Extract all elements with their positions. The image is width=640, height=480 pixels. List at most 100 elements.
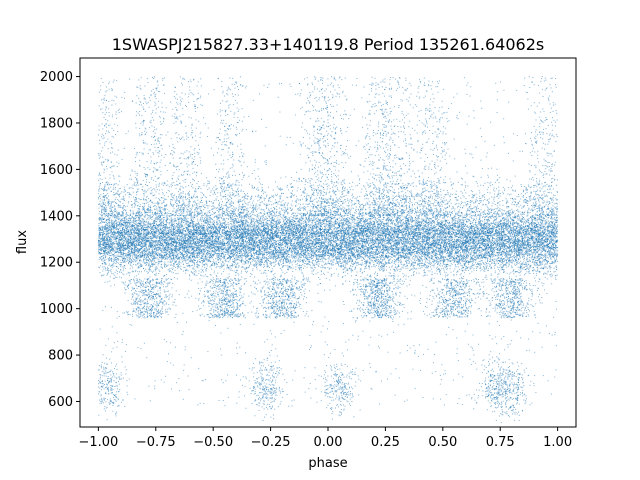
scatter-point xyxy=(331,376,332,377)
scatter-point xyxy=(511,204,512,205)
scatter-point xyxy=(373,199,374,200)
scatter-point xyxy=(341,389,342,390)
scatter-point xyxy=(167,285,168,286)
scatter-point xyxy=(222,201,223,202)
scatter-point xyxy=(266,196,267,197)
scatter-point xyxy=(379,304,380,305)
scatter-point xyxy=(405,140,406,141)
scatter-point xyxy=(209,259,210,260)
scatter-point xyxy=(139,104,140,105)
scatter-point xyxy=(150,187,151,188)
scatter-point xyxy=(118,110,119,111)
scatter-point xyxy=(438,136,439,137)
scatter-point xyxy=(137,315,138,316)
scatter-point xyxy=(261,377,262,378)
scatter-point xyxy=(215,305,216,306)
scatter-point xyxy=(407,183,408,184)
scatter-point xyxy=(184,158,185,159)
scatter-point xyxy=(438,281,439,282)
scatter-point xyxy=(161,197,162,198)
scatter-point xyxy=(132,304,133,305)
scatter-point xyxy=(352,374,353,375)
scatter-point xyxy=(298,199,299,200)
scatter-point xyxy=(231,295,232,296)
scatter-point xyxy=(501,216,502,217)
scatter-point xyxy=(489,266,490,267)
scatter-point xyxy=(175,218,176,219)
scatter-point xyxy=(413,186,414,187)
scatter-point xyxy=(307,279,308,280)
scatter-point xyxy=(143,285,144,286)
scatter-point xyxy=(290,305,291,306)
scatter-point xyxy=(465,153,466,154)
scatter-point xyxy=(313,265,314,266)
scatter-point xyxy=(500,260,501,261)
scatter-point xyxy=(252,246,253,247)
scatter-point xyxy=(531,144,532,145)
scatter-point xyxy=(497,392,498,393)
scatter-point xyxy=(256,211,257,212)
scatter-point xyxy=(312,105,313,106)
scatter-point xyxy=(301,272,302,273)
scatter-point xyxy=(264,307,265,308)
scatter-point xyxy=(318,150,319,151)
scatter-point xyxy=(123,212,124,213)
scatter-point xyxy=(141,115,142,116)
scatter-point xyxy=(275,382,276,383)
scatter-point xyxy=(378,317,379,318)
scatter-point xyxy=(488,208,489,209)
scatter-point xyxy=(554,251,555,252)
scatter-point xyxy=(164,210,165,211)
scatter-point xyxy=(143,103,144,104)
scatter-point xyxy=(129,281,130,282)
scatter-point xyxy=(273,365,274,366)
scatter-point xyxy=(333,237,334,238)
scatter-point xyxy=(420,81,421,82)
scatter-point xyxy=(113,250,114,251)
scatter-point xyxy=(407,400,408,401)
scatter-point xyxy=(447,212,448,213)
scatter-point xyxy=(174,215,175,216)
scatter-point xyxy=(135,270,136,271)
scatter-point xyxy=(146,225,147,226)
scatter-point xyxy=(439,133,440,134)
scatter-point xyxy=(386,211,387,212)
scatter-point xyxy=(215,306,216,307)
scatter-point xyxy=(371,257,372,258)
scatter-point xyxy=(165,264,166,265)
scatter-point xyxy=(141,134,142,135)
scatter-point xyxy=(401,226,402,227)
scatter-point xyxy=(442,157,443,158)
scatter-point xyxy=(486,293,487,294)
scatter-point xyxy=(105,268,106,269)
scatter-point xyxy=(131,218,132,219)
scatter-point xyxy=(426,121,427,122)
scatter-point xyxy=(249,303,250,304)
scatter-point xyxy=(342,373,343,374)
scatter-point xyxy=(345,77,346,78)
scatter-point xyxy=(365,244,366,245)
scatter-point xyxy=(534,224,535,225)
scatter-point xyxy=(176,314,177,315)
scatter-point xyxy=(110,167,111,168)
scatter-point xyxy=(304,222,305,223)
scatter-point xyxy=(316,228,317,229)
scatter-point xyxy=(436,190,437,191)
scatter-point xyxy=(178,378,179,379)
scatter-point xyxy=(228,224,229,225)
scatter-point xyxy=(518,211,519,212)
scatter-point xyxy=(159,167,160,168)
scatter-point xyxy=(365,203,366,204)
scatter-point xyxy=(416,268,417,269)
scatter-point xyxy=(548,186,549,187)
scatter-point xyxy=(222,257,223,258)
scatter-point xyxy=(192,173,193,174)
scatter-point xyxy=(302,123,303,124)
scatter-point xyxy=(457,259,458,260)
scatter-point xyxy=(398,194,399,195)
scatter-point xyxy=(187,212,188,213)
scatter-point xyxy=(296,201,297,202)
scatter-point xyxy=(295,221,296,222)
scatter-point xyxy=(119,201,120,202)
scatter-point xyxy=(212,263,213,264)
